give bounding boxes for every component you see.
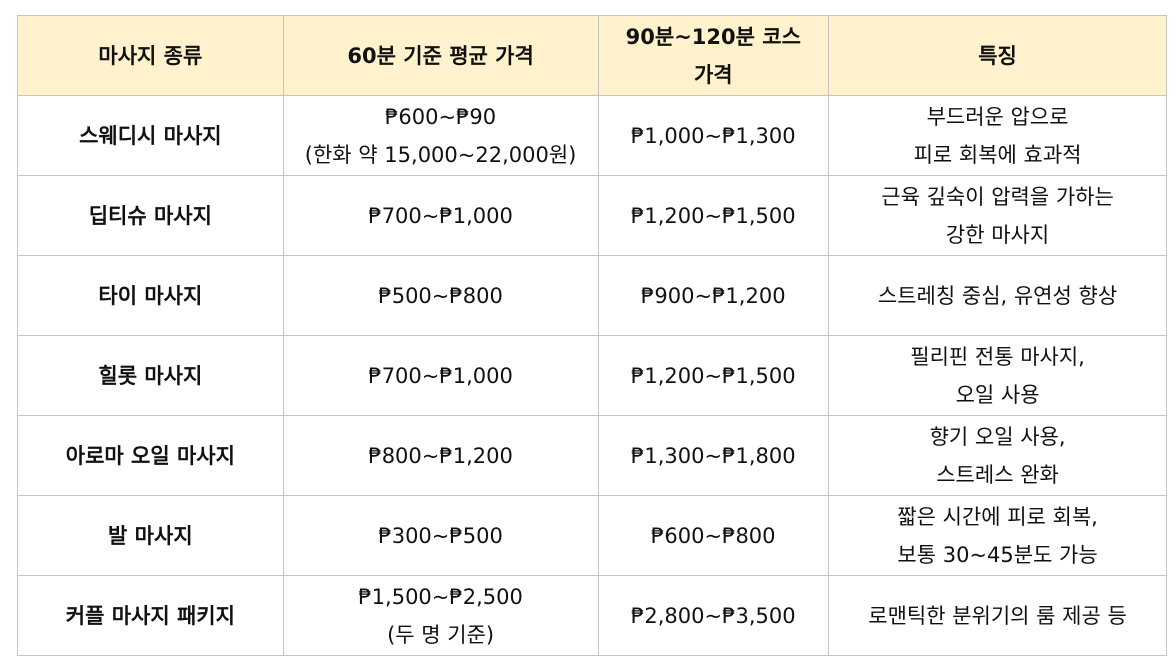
massage-type-cell: 커플 마사지 패키지 bbox=[17, 575, 284, 656]
table-row: 힐롯 마사지 ₱700~₱1,000 ₱1,200~₱1,500 필리핀 전통 마사지… bbox=[17, 335, 1167, 416]
massage-type-cell: 스웨디시 마사지 bbox=[17, 95, 284, 176]
table-row: 발 마사지 ₱300~₱500 ₱600~₱800 짧은 시간에 피로 회복, 보통 3… bbox=[17, 495, 1167, 576]
table-body: 스웨디시 마사지 ₱600~₱90 (한화 약 15,000~22,000원) ₱1,… bbox=[17, 95, 1167, 656]
table-row: 커플 마사지 패키지 ₱1,500~₱2,500 (두 명 기준) ₱2,800~₱3… bbox=[17, 575, 1167, 656]
massage-type-cell: 발 마사지 bbox=[17, 495, 284, 576]
massage-type-cell: 딥티슈 마사지 bbox=[17, 175, 284, 256]
massage-type-cell: 아로마 오일 마사지 bbox=[17, 415, 284, 496]
header-feature: 특징 bbox=[828, 15, 1167, 96]
price-60min-cell: ₱700~₱1,000 bbox=[282, 175, 599, 256]
price-60min-cell: ₱1,500~₱2,500 (두 명 기준) bbox=[282, 575, 599, 656]
table-row: 딥티슈 마사지 ₱700~₱1,000 ₱1,200~₱1,500 근육 깊숙이 압력… bbox=[17, 175, 1167, 256]
price-60min-cell: ₱500~₱800 bbox=[282, 255, 599, 336]
feature-cell: 로맨틱한 분위기의 룸 제공 등 bbox=[828, 575, 1167, 656]
massage-type-cell: 힐롯 마사지 bbox=[17, 335, 284, 416]
price-60min-cell: ₱300~₱500 bbox=[282, 495, 599, 576]
table-row: 스웨디시 마사지 ₱600~₱90 (한화 약 15,000~22,000원) ₱1,… bbox=[17, 95, 1167, 176]
feature-cell: 근육 깊숙이 압력을 가하는 강한 마사지 bbox=[828, 175, 1167, 256]
price-course-cell: ₱1,000~₱1,300 bbox=[597, 95, 830, 176]
feature-cell: 짧은 시간에 피로 회복, 보통 30~45분도 가능 bbox=[828, 495, 1167, 576]
feature-cell: 향기 오일 사용, 스트레스 완화 bbox=[828, 415, 1167, 496]
price-course-cell: ₱1,200~₱1,500 bbox=[597, 335, 830, 416]
price-course-cell: ₱600~₱800 bbox=[597, 495, 830, 576]
price-60min-cell: ₱600~₱90 (한화 약 15,000~22,000원) bbox=[282, 95, 599, 176]
feature-cell: 스트레칭 중심, 유연성 향상 bbox=[828, 255, 1167, 336]
massage-price-table: 마사지 종류 60분 기준 평균 가격 90분~120분 코스 가격 특징 스웨디… bbox=[17, 15, 1167, 656]
price-60min-cell: ₱700~₱1,000 bbox=[282, 335, 599, 416]
price-course-cell: ₱1,300~₱1,800 bbox=[597, 415, 830, 496]
price-course-cell: ₱2,800~₱3,500 bbox=[597, 575, 830, 656]
price-course-cell: ₱1,200~₱1,500 bbox=[597, 175, 830, 256]
price-60min-cell: ₱800~₱1,200 bbox=[282, 415, 599, 496]
table-row: 타이 마사지 ₱500~₱800 ₱900~₱1,200 스트레칭 중심, 유연성 향… bbox=[17, 255, 1167, 336]
table-row: 아로마 오일 마사지 ₱800~₱1,200 ₱1,300~₱1,800 향기 오일 … bbox=[17, 415, 1167, 496]
price-course-cell: ₱900~₱1,200 bbox=[597, 255, 830, 336]
header-row: 마사지 종류 60분 기준 평균 가격 90분~120분 코스 가격 특징 bbox=[17, 15, 1167, 96]
header-massage-type: 마사지 종류 bbox=[17, 15, 284, 96]
header-price-60min: 60분 기준 평균 가격 bbox=[282, 15, 599, 96]
feature-cell: 부드러운 압으로 피로 회복에 효과적 bbox=[828, 95, 1167, 176]
feature-cell: 필리핀 전통 마사지, 오일 사용 bbox=[828, 335, 1167, 416]
header-price-course: 90분~120분 코스 가격 bbox=[597, 15, 830, 96]
massage-type-cell: 타이 마사지 bbox=[17, 255, 284, 336]
